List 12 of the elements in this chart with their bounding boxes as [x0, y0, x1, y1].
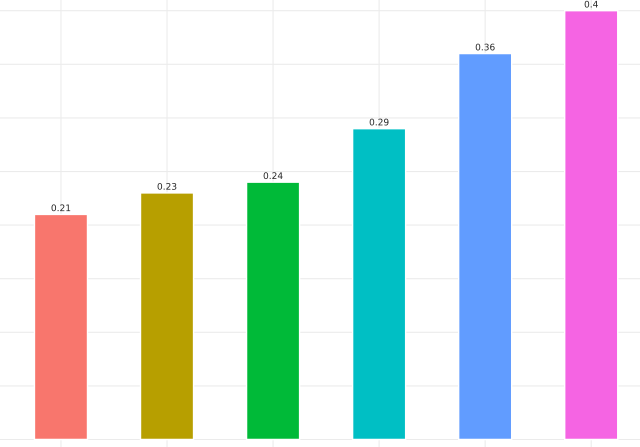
bar [34, 214, 88, 440]
bar [458, 52, 512, 440]
bar [140, 192, 194, 440]
data-label: 0.36 [476, 44, 495, 50]
data-label: 0.4 [584, 0, 598, 8]
data-label: 0.24 [264, 172, 283, 180]
bar [564, 10, 618, 440]
bar [246, 182, 300, 440]
data-label: 0.21 [52, 204, 70, 212]
bar [352, 128, 406, 440]
data-label: 0.23 [158, 182, 176, 190]
data-label: 0.29 [370, 118, 389, 126]
